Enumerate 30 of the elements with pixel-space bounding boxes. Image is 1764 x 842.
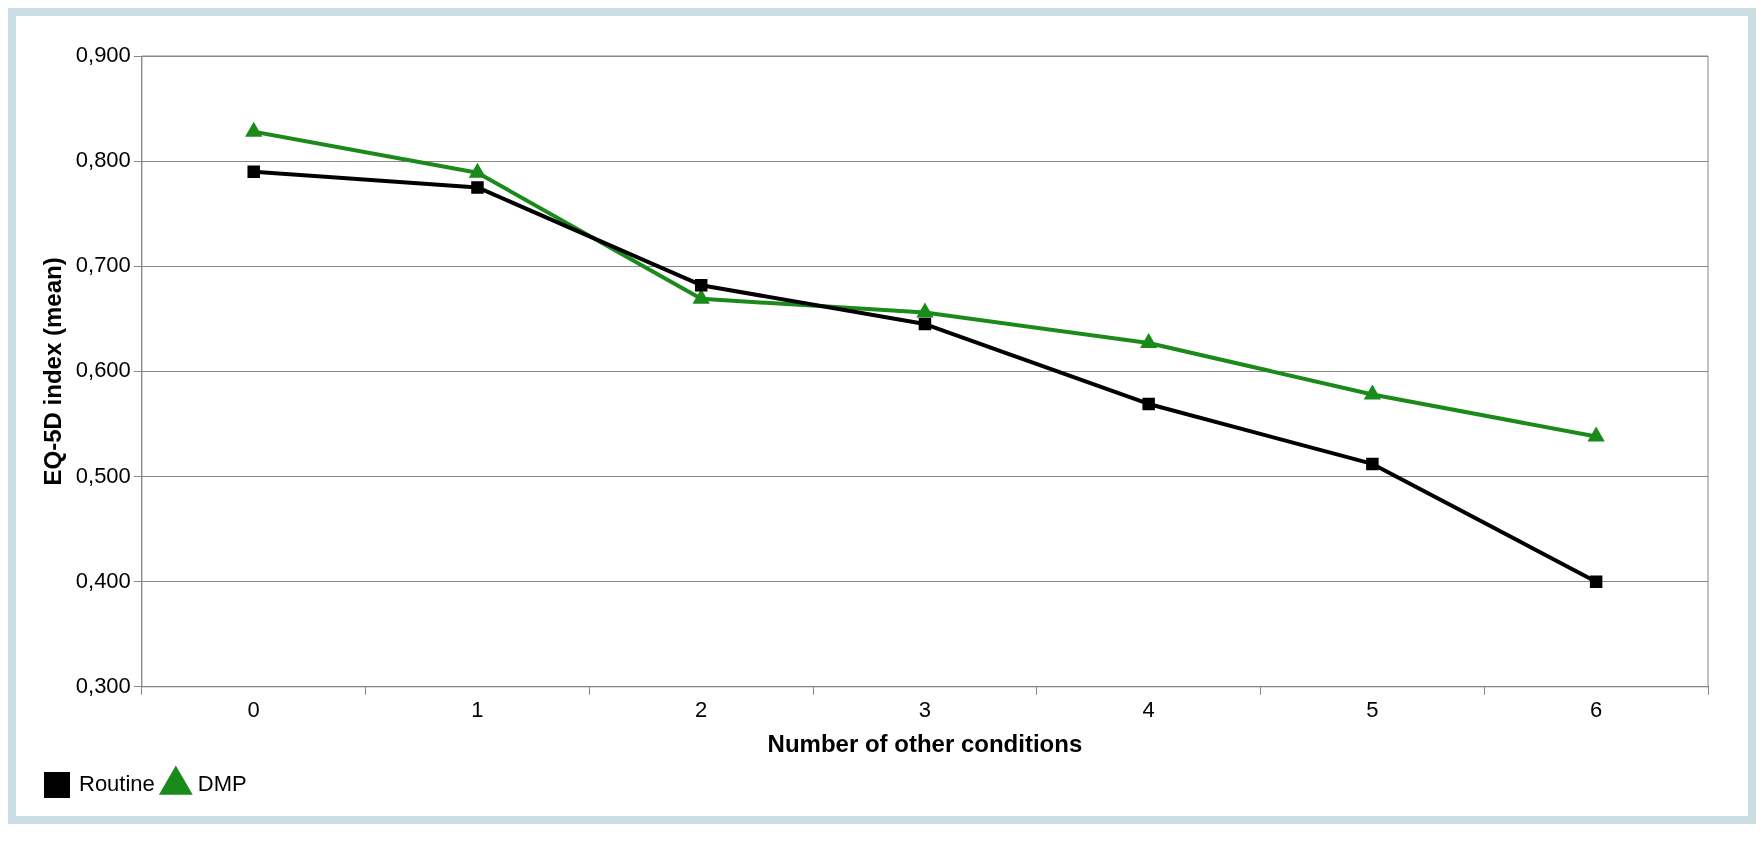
x-tick-label: 0 <box>247 697 260 723</box>
y-tick-label: 0,600 <box>75 357 131 383</box>
x-tick-label: 5 <box>1366 697 1379 723</box>
point <box>247 165 260 178</box>
point <box>245 121 263 137</box>
point <box>694 278 708 292</box>
y-tick-label: 0,400 <box>75 567 131 593</box>
x-tick-label: 1 <box>471 697 484 723</box>
y-axis-title: EQ-5D index (mean) <box>39 257 67 486</box>
y-tick-label: 0,700 <box>75 252 131 278</box>
x-tick-label: 4 <box>1142 697 1155 723</box>
y-tick-label: 0,800 <box>75 147 131 173</box>
y-tick-label: 0,500 <box>75 462 131 488</box>
legend-label: Routine <box>79 771 155 797</box>
point <box>1366 457 1379 471</box>
point <box>468 162 485 178</box>
x-tick-label: 3 <box>918 697 932 723</box>
point <box>1363 384 1381 400</box>
point <box>916 302 934 318</box>
point <box>918 317 932 331</box>
y-tick-label: 0,300 <box>75 672 131 698</box>
x-tick-label: 6 <box>1590 697 1603 723</box>
legend-label: DMP <box>197 771 247 797</box>
x-tick-label: 2 <box>695 697 708 723</box>
x-axis-title: Number of other conditions <box>767 730 1083 758</box>
point <box>1589 575 1603 588</box>
y-tick-label: 0,900 <box>75 42 131 68</box>
point <box>1142 397 1155 411</box>
point <box>1587 426 1605 442</box>
point <box>471 181 484 194</box>
